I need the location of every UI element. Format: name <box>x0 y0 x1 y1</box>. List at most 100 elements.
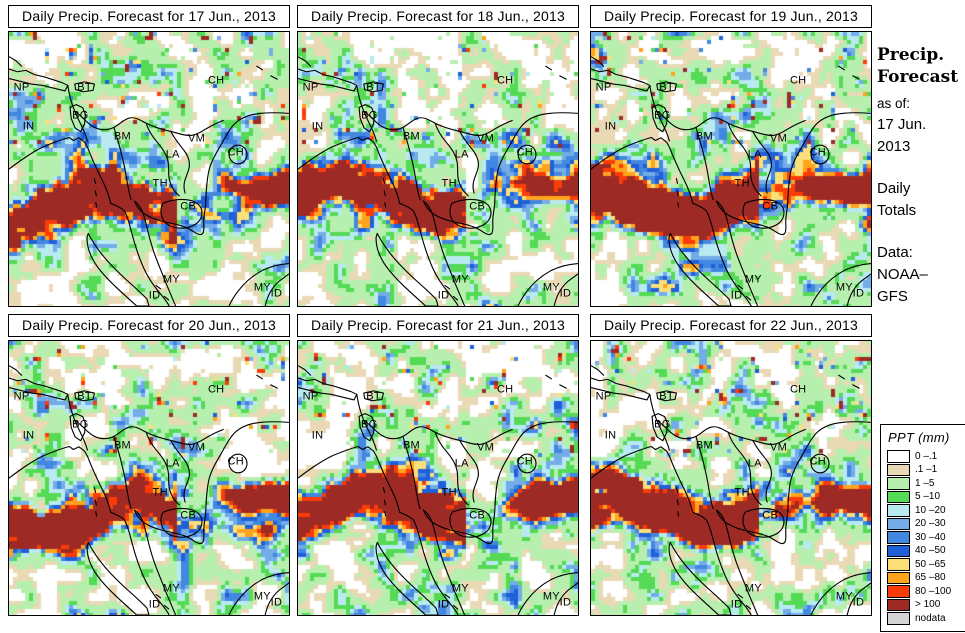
region-label-ch: CH <box>227 455 245 468</box>
region-label-np: NP <box>595 81 612 94</box>
region-label-ch: CH <box>207 74 225 87</box>
data-source-line: NOAA– <box>877 266 928 283</box>
panel-title: Daily Precip. Forecast for 21 Jun., 2013 <box>297 314 579 337</box>
legend-entry-label: 30 –40 <box>915 531 946 543</box>
region-label-bg: BG <box>654 109 671 122</box>
panel-title: Daily Precip. Forecast for 17 Jun., 2013 <box>8 5 290 28</box>
region-label-th: TH <box>152 177 168 190</box>
legend-entry-label: 5 –10 <box>915 491 941 503</box>
region-label-bm: BM <box>402 439 420 452</box>
precip-raster-canvas <box>298 32 578 306</box>
period-line: Totals <box>877 202 917 219</box>
region-label-ch: CH <box>789 383 807 396</box>
region-label-vm: VM <box>477 441 495 454</box>
data-source-label: Data: <box>877 244 913 261</box>
legend-color-swatch <box>887 504 910 517</box>
region-label-la: LA <box>747 148 762 161</box>
region-label-in: IN <box>604 429 617 442</box>
forecast-panel-day2: Daily Precip. Forecast for 18 Jun., 2013 <box>297 5 579 307</box>
region-label-vm: VM <box>188 441 206 454</box>
region-label-vm: VM <box>770 132 788 145</box>
precip-map: NP BT BG IN BM CH VM LA CH TH CB MY ID MY ID <box>297 31 579 307</box>
info-sidebar: Precip. Forecast as of: 17 Jun. 2013 Dai… <box>877 44 965 308</box>
legend-color-swatch <box>887 558 910 571</box>
region-label-in: IN <box>604 120 617 133</box>
region-label-bm: BM <box>113 130 131 143</box>
precip-raster-canvas <box>9 341 289 615</box>
legend-entry: 20 –30 <box>887 517 963 530</box>
region-label-in: IN <box>311 429 324 442</box>
region-label-bm: BM <box>113 439 131 452</box>
region-label-np: NP <box>13 390 30 403</box>
legend-entry-label: 1 –5 <box>915 477 935 489</box>
precip-raster-canvas <box>591 32 871 306</box>
region-label-th: TH <box>441 486 457 499</box>
region-label-ch: CH <box>809 146 827 159</box>
region-label-my: MY <box>744 273 762 286</box>
region-label-my: MY <box>253 281 271 294</box>
region-label-id: ID <box>270 287 283 300</box>
region-label-bt: BT <box>366 390 381 403</box>
panel-title: Daily Precip. Forecast for 18 Jun., 2013 <box>297 5 579 28</box>
legend-title: PPT (mm) <box>888 430 950 445</box>
region-label-la: LA <box>165 457 180 470</box>
legend-entry: 10 –20 <box>887 504 963 517</box>
legend-entry: > 100 <box>887 598 963 611</box>
legend-color-swatch <box>887 612 910 625</box>
panel-title: Daily Precip. Forecast for 19 Jun., 2013 <box>590 5 872 28</box>
region-label-bt: BT <box>366 81 381 94</box>
region-label-bm: BM <box>402 130 420 143</box>
legend-entry: 5 –10 <box>887 490 963 503</box>
region-label-my: MY <box>451 582 469 595</box>
region-label-id: ID <box>270 596 283 609</box>
region-label-la: LA <box>165 148 180 161</box>
region-label-bm: BM <box>695 439 713 452</box>
legend-color-swatch <box>887 490 910 503</box>
region-label-th: TH <box>734 486 750 499</box>
legend-color-swatch <box>887 477 910 490</box>
region-label-my: MY <box>835 590 853 603</box>
region-label-vm: VM <box>477 132 495 145</box>
as-of-date-line: 17 Jun. <box>877 116 927 133</box>
precip-map: NP BT BG IN BM CH VM LA CH TH CB MY ID MY ID <box>8 340 290 616</box>
region-label-in: IN <box>22 120 35 133</box>
legend-entry: 80 –100 <box>887 585 963 598</box>
region-label-cb: CB <box>469 200 486 213</box>
legend-entry-label: 80 –100 <box>915 585 952 597</box>
sidebar-title-line: Forecast <box>877 67 959 87</box>
region-label-id: ID <box>852 287 865 300</box>
region-label-np: NP <box>302 81 319 94</box>
legend-color-swatch <box>887 598 910 611</box>
region-label-in: IN <box>311 120 324 133</box>
legend-entry-label: 40 –50 <box>915 545 946 557</box>
period-line: Daily <box>877 180 911 197</box>
legend-entry: 40 –50 <box>887 544 963 557</box>
region-label-id: ID <box>730 598 743 611</box>
region-label-my: MY <box>162 582 180 595</box>
legend-entry: 1 –5 <box>887 477 963 490</box>
region-label-in: IN <box>22 429 35 442</box>
legend-entry-label: > 100 <box>915 599 941 611</box>
region-label-np: NP <box>13 81 30 94</box>
precip-map: NP BT BG IN BM CH VM LA CH TH CB MY ID MY ID <box>590 31 872 307</box>
legend-color-swatch <box>887 585 910 598</box>
legend-color-swatch <box>887 517 910 530</box>
sidebar-title-line: Precip. <box>877 45 945 65</box>
region-label-id: ID <box>730 289 743 302</box>
legend-entry-label: 50 –65 <box>915 558 946 570</box>
region-label-my: MY <box>253 590 271 603</box>
precip-map: NP BT BG IN BM CH VM LA CH TH CB MY ID MY ID <box>590 340 872 616</box>
legend-color-swatch <box>887 571 910 584</box>
region-label-vm: VM <box>188 132 206 145</box>
precip-map: NP BT BG IN BM CH VM LA CH TH CB MY ID MY ID <box>8 31 290 307</box>
panel-title: Daily Precip. Forecast for 20 Jun., 2013 <box>8 314 290 337</box>
region-label-bg: BG <box>654 418 671 431</box>
legend-entry: 65 –80 <box>887 571 963 584</box>
region-label-id: ID <box>852 596 865 609</box>
region-label-id: ID <box>559 287 572 300</box>
forecast-panel-day4: Daily Precip. Forecast for 20 Jun., 2013 <box>8 314 290 616</box>
region-label-id: ID <box>148 598 161 611</box>
panel-title: Daily Precip. Forecast for 22 Jun., 2013 <box>590 314 872 337</box>
region-label-cb: CB <box>180 200 197 213</box>
region-label-ch: CH <box>496 383 514 396</box>
